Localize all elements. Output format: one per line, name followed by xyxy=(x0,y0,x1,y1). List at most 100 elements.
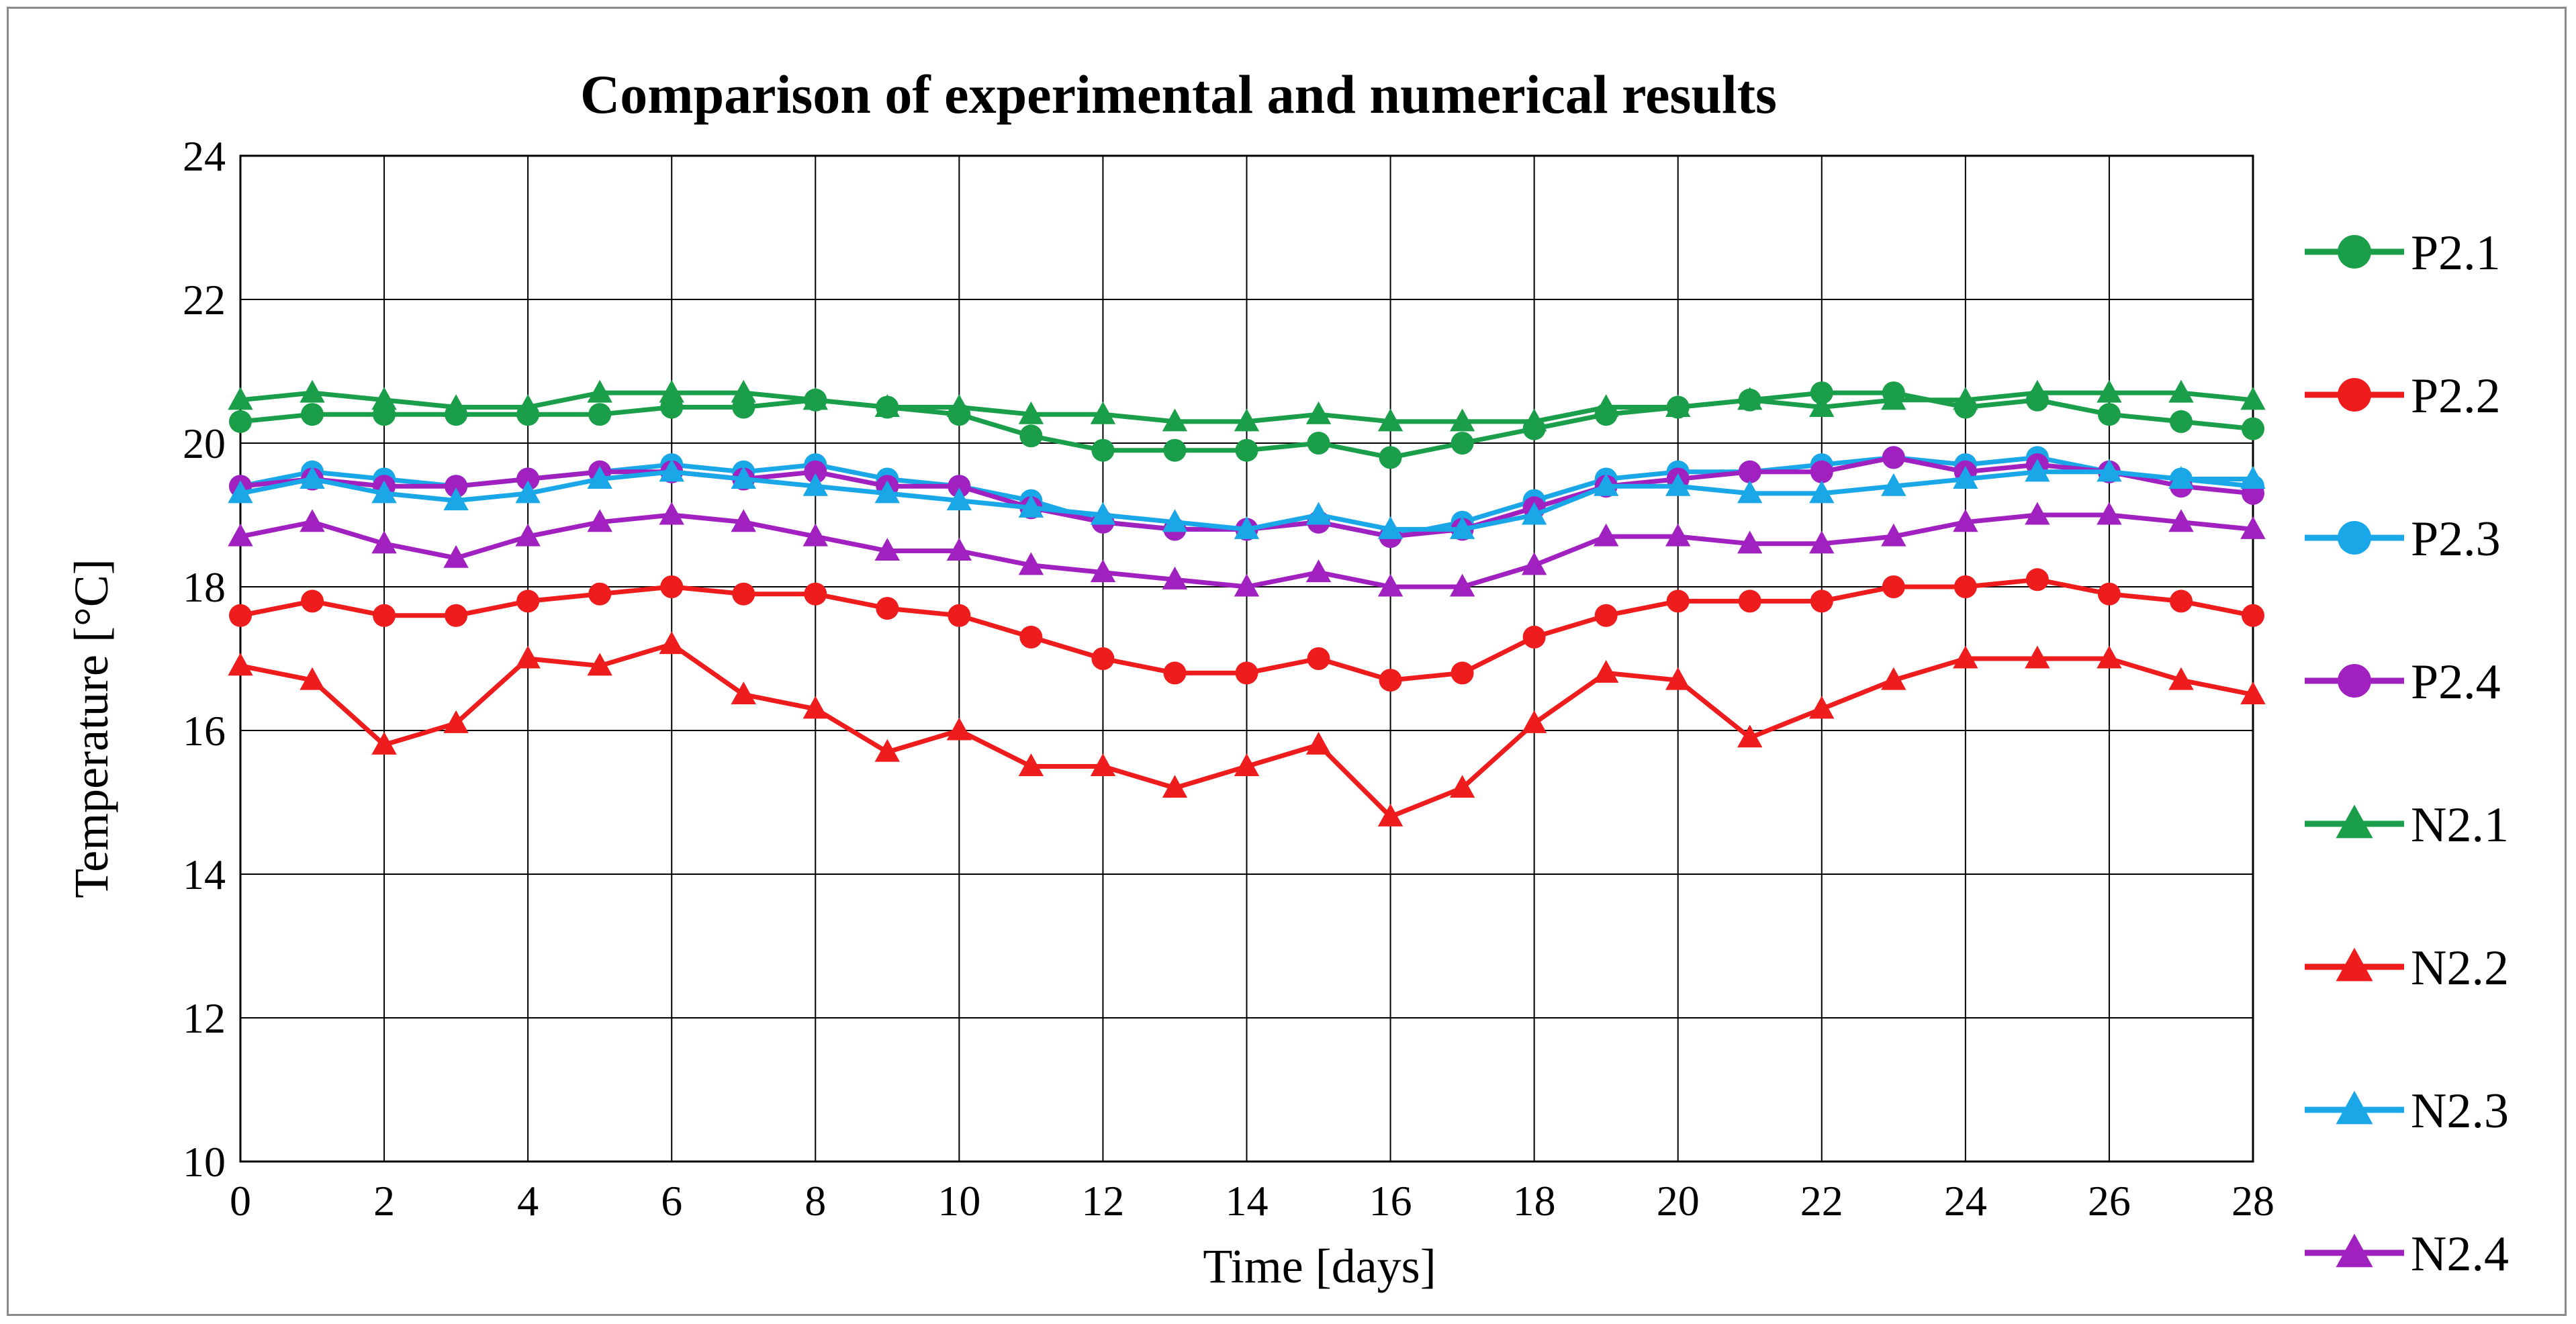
data-point xyxy=(228,653,253,676)
data-point xyxy=(659,502,684,525)
data-point xyxy=(1091,438,1115,462)
data-point xyxy=(1881,523,1906,547)
data-point xyxy=(1090,753,1116,777)
data-point xyxy=(1018,494,1044,518)
data-point xyxy=(228,387,253,410)
data-point xyxy=(1738,460,1761,483)
data-point xyxy=(1953,466,1978,489)
data-point xyxy=(1882,575,1905,598)
data-point xyxy=(1307,432,1330,455)
data-point xyxy=(1737,480,1763,504)
data-point xyxy=(587,379,612,403)
data-point xyxy=(802,523,828,547)
data-point xyxy=(300,466,325,489)
data-point xyxy=(1019,625,1043,649)
legend-label: P2.1 xyxy=(2411,226,2501,281)
data-point xyxy=(1235,438,1258,462)
data-point xyxy=(660,575,684,598)
data-point xyxy=(1953,387,1978,410)
data-point xyxy=(2097,403,2121,426)
y-tick-label: 20 xyxy=(183,420,226,467)
data-point xyxy=(1449,408,1475,432)
legend: P2.1 P2.2 P2.3 P2.4 N2.1 N2.2 N2.3 N2.4 xyxy=(2305,226,2509,1282)
data-point xyxy=(2168,466,2194,489)
data-point xyxy=(443,487,469,511)
data-point xyxy=(946,487,972,511)
chart-frame xyxy=(7,7,2567,1316)
data-point xyxy=(1737,387,1763,410)
data-point xyxy=(2338,235,2371,269)
data-point xyxy=(1018,753,1044,777)
data-point xyxy=(2097,645,2122,669)
y-axis-label: Temperature [°C] xyxy=(64,559,118,898)
data-point xyxy=(1521,552,1547,575)
data-point xyxy=(1449,775,1475,798)
data-point xyxy=(1234,408,1260,432)
x-tick-label: 2 xyxy=(373,1177,395,1225)
legend-label: N2.4 xyxy=(2411,1227,2509,1282)
data-point xyxy=(659,459,684,482)
data-point xyxy=(229,410,252,433)
x-tick-label: 16 xyxy=(1369,1177,1412,1225)
data-point xyxy=(2025,502,2050,525)
data-point xyxy=(1593,660,1619,683)
data-point xyxy=(228,480,253,504)
data-point xyxy=(731,466,756,489)
data-point xyxy=(1953,575,1977,598)
data-point xyxy=(2097,459,2122,482)
data-point xyxy=(1234,753,1260,777)
data-point xyxy=(2338,378,2371,412)
series-N2-4 xyxy=(228,502,2266,597)
x-axis-label: Time [days] xyxy=(1203,1239,1436,1293)
data-point xyxy=(445,604,468,627)
legend-entry: N2.4 xyxy=(2305,1227,2509,1282)
data-point xyxy=(2097,582,2121,606)
data-point xyxy=(1809,696,1835,719)
data-point xyxy=(1377,516,1404,539)
legend-label: P2.4 xyxy=(2411,655,2501,710)
data-point xyxy=(1090,559,1116,583)
data-point xyxy=(876,597,899,620)
data-point xyxy=(2097,379,2122,403)
data-point xyxy=(587,509,612,532)
data-point xyxy=(1809,530,1835,554)
data-point xyxy=(2168,509,2194,532)
y-tick-label: 22 xyxy=(183,276,226,324)
data-point xyxy=(1235,661,1258,685)
x-tick-label: 10 xyxy=(937,1177,980,1225)
legend-label: N2.1 xyxy=(2411,798,2509,853)
data-point xyxy=(2240,387,2266,410)
legend-label: P2.3 xyxy=(2411,512,2501,567)
data-point xyxy=(874,394,901,418)
data-point xyxy=(1451,432,1474,455)
series-N2-1 xyxy=(228,379,2266,432)
data-point xyxy=(2025,645,2050,669)
data-point xyxy=(2336,947,2373,982)
data-point xyxy=(443,545,469,568)
data-point xyxy=(1810,589,1833,613)
data-point xyxy=(948,475,971,498)
data-point xyxy=(1163,438,1187,462)
data-point xyxy=(1162,775,1188,798)
data-point xyxy=(515,523,541,547)
data-point xyxy=(1377,804,1404,826)
data-point xyxy=(1305,502,1332,525)
data-point xyxy=(588,403,612,426)
data-point xyxy=(1881,667,1906,690)
data-point xyxy=(732,582,755,606)
data-point xyxy=(1449,516,1475,539)
x-tick-label: 6 xyxy=(661,1177,682,1225)
data-point xyxy=(2338,664,2371,698)
data-point xyxy=(946,394,972,418)
data-point xyxy=(443,710,469,733)
data-point xyxy=(1881,473,1906,496)
data-point xyxy=(1594,604,1618,627)
data-point xyxy=(1810,381,1833,405)
data-point xyxy=(228,523,253,547)
data-point xyxy=(731,509,756,532)
data-point xyxy=(659,379,684,403)
data-point xyxy=(948,604,971,627)
x-tick-label: 0 xyxy=(230,1177,251,1225)
data-point xyxy=(1379,669,1402,692)
data-point xyxy=(1163,661,1187,685)
